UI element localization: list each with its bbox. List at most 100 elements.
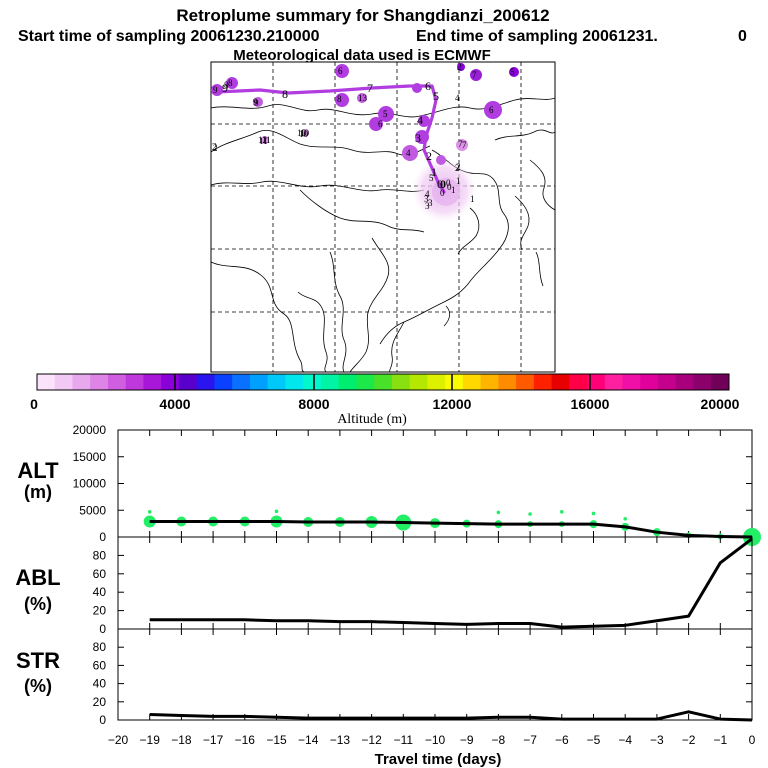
altitude-colorbar: 0 4000 8000 12000 16000 20000 Altitude (… xyxy=(30,373,740,427)
y-tick-label: 40 xyxy=(93,677,107,691)
y-tick-label: 0 xyxy=(99,530,106,544)
colorbar-cell xyxy=(622,374,641,390)
y-tick-label: 0 xyxy=(99,622,106,636)
y-tick-label: 20 xyxy=(93,604,107,618)
x-tick-label: −2 xyxy=(682,733,696,747)
cluster-label: 6 xyxy=(489,105,494,115)
x-tick-label: −13 xyxy=(330,733,351,747)
colorbar-cell xyxy=(675,374,695,390)
colorbar-ticks xyxy=(174,374,591,390)
colorbar-cell xyxy=(409,374,428,390)
colorbar-tick-label: 12000 xyxy=(433,396,472,412)
colorbar-cell xyxy=(587,374,606,390)
cluster-label: 3 xyxy=(425,201,430,211)
trajectory-label: 0 xyxy=(437,177,443,191)
colorbar-cell xyxy=(125,374,144,390)
alt-upper-point xyxy=(623,517,627,521)
x-tick-label: −18 xyxy=(171,733,192,747)
series-line-str xyxy=(149,710,753,722)
colorbar-cell xyxy=(711,374,730,390)
x-tick-label: −15 xyxy=(266,733,287,747)
trajectory-label: 4 xyxy=(417,113,423,127)
cluster-circle xyxy=(470,69,482,81)
panel-abl: 0 20 40 60 80 ABL (%) xyxy=(15,536,753,636)
colorbar-cell xyxy=(90,374,109,390)
x-tick-label: −14 xyxy=(298,733,319,747)
cluster-circle xyxy=(211,84,223,96)
colorbar-frame xyxy=(36,373,730,391)
cluster-label: 9 xyxy=(213,85,218,95)
x-tick-label: −17 xyxy=(203,733,224,747)
colorbar-cell xyxy=(569,374,588,390)
cluster-circle xyxy=(436,155,446,165)
cluster-labels: 10 9 8 7 6 5 4 3 2 1 0 11 10 9 8 7 6 5 4… xyxy=(213,62,515,211)
cluster-label: 9 xyxy=(254,98,259,108)
cluster-label: 3 xyxy=(428,198,433,208)
x-tick-label: −1 xyxy=(713,733,727,747)
alt-upper-point xyxy=(591,511,596,516)
cluster-label: 11 xyxy=(259,136,268,146)
colorbar-cell xyxy=(143,374,162,390)
y-tick-label: 15000 xyxy=(73,450,107,464)
trajectory-map: 9 8 7 6 5 4 3 2 1 0 10 9 8 7 6 5 4 3 xyxy=(210,61,556,373)
cluster-label: 13 xyxy=(358,93,368,103)
x-tick-label: −20 xyxy=(108,733,129,747)
cluster-label: 0 xyxy=(446,178,451,188)
x-tick-labels: −20 −19 −18 −17 −16 −15 −14 −13 −12 −11 −10 −9 −8 −7−… xyxy=(108,733,756,747)
colorbar-tick-label: 20000 xyxy=(701,396,740,412)
colorbar-cell xyxy=(214,374,233,390)
colorbar-cell xyxy=(161,374,180,390)
alt-upper-point xyxy=(147,510,152,514)
colorbar-cell xyxy=(498,374,517,390)
x-tick-label: −8 xyxy=(492,733,506,747)
centroid-trajectory-line xyxy=(214,84,446,194)
colorbar-cell xyxy=(374,374,393,390)
trajectory-label: 7 xyxy=(367,81,373,95)
release-site-label: 0 xyxy=(440,177,446,191)
x-tick-label: −7 xyxy=(523,733,537,747)
alt-upper-point xyxy=(496,510,501,515)
cluster-label: 6 xyxy=(338,66,343,76)
colorbar-cell xyxy=(533,374,553,390)
x-tick-label: −10 xyxy=(425,733,446,747)
colorbar-title: Altitude (m) xyxy=(337,412,407,427)
cluster-label: 10 xyxy=(299,129,309,139)
trajectory-label: 2 xyxy=(426,149,432,163)
cluster-circle xyxy=(484,101,502,119)
colorbar-cell xyxy=(285,374,304,390)
y-tick-label: 5000 xyxy=(79,503,106,517)
trajectory-labels: 9 8 7 6 5 4 3 2 1 0 xyxy=(222,79,443,191)
cluster-circle xyxy=(457,63,465,71)
y-tick-label: 20 xyxy=(93,695,107,709)
cluster-label: 5 xyxy=(383,109,388,119)
panel-unit-abl: (%) xyxy=(24,594,52,614)
alt-upper-point xyxy=(274,509,279,514)
series-line-alt xyxy=(149,519,753,539)
time-series-panels: 0 5000 10000 15000 20000 ALT(m) 0 20 40 60 80 ABL (%… xyxy=(15,423,761,727)
colorbar-tick-label: 16000 xyxy=(571,396,610,412)
panel-frame xyxy=(117,628,753,721)
cluster-circle xyxy=(357,93,367,103)
panel-label-alt: ALT xyxy=(17,458,59,483)
cluster-circle xyxy=(369,117,383,131)
colorbar-tick-label: 0 xyxy=(30,396,38,412)
trajectory-label: 1 xyxy=(431,165,437,179)
cluster-label: 1 xyxy=(456,176,461,186)
colorbar-cell xyxy=(338,374,357,390)
cluster-circle xyxy=(226,77,238,89)
x-tick-label: −4 xyxy=(618,733,632,747)
panel-frame xyxy=(117,536,753,630)
cluster-label: 10 xyxy=(297,128,307,138)
x-tick-label: −19 xyxy=(140,733,161,747)
alt-upper-point xyxy=(560,510,564,514)
trajectory-label: 9 xyxy=(222,81,228,95)
series-line-abl xyxy=(149,537,753,629)
colorbar-cell xyxy=(320,374,340,390)
y-tick-label: 80 xyxy=(93,548,107,562)
panel-str: 0 20 40 60 80 STR (%) xyxy=(16,628,753,727)
trajectory-label: 5 xyxy=(433,89,439,103)
cluster-label: 2 xyxy=(456,162,461,172)
x-tick-label: −11 xyxy=(394,733,414,747)
y-tick-label: 0 xyxy=(99,713,106,727)
